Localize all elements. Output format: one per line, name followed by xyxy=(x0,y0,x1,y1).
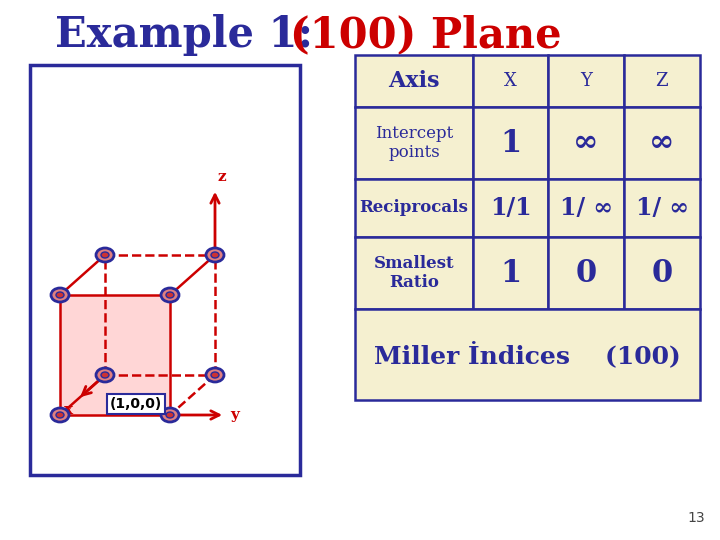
Text: 13: 13 xyxy=(688,511,705,525)
Text: x: x xyxy=(64,403,73,417)
Text: Smallest
Ratio: Smallest Ratio xyxy=(374,255,454,291)
Bar xyxy=(624,179,700,237)
Ellipse shape xyxy=(56,412,64,418)
Ellipse shape xyxy=(206,248,224,262)
Bar xyxy=(548,179,624,237)
Text: Reciprocals: Reciprocals xyxy=(359,199,469,217)
Bar xyxy=(624,107,700,179)
Text: 1: 1 xyxy=(500,258,521,288)
Bar xyxy=(355,237,473,309)
Ellipse shape xyxy=(56,292,64,298)
Bar xyxy=(30,65,300,475)
Bar xyxy=(548,55,624,107)
Polygon shape xyxy=(60,295,170,415)
Ellipse shape xyxy=(51,408,69,422)
Text: Intercept
points: Intercept points xyxy=(375,125,453,161)
Bar xyxy=(624,237,700,309)
Text: 1: 1 xyxy=(500,127,521,159)
Text: 1/ ∞: 1/ ∞ xyxy=(636,196,688,220)
Text: Z: Z xyxy=(656,72,668,90)
Ellipse shape xyxy=(211,372,219,378)
Text: 0: 0 xyxy=(652,258,672,288)
Bar xyxy=(548,237,624,309)
Text: Miller İndices    (100): Miller İndices (100) xyxy=(374,341,681,368)
Ellipse shape xyxy=(161,408,179,422)
Text: 0: 0 xyxy=(575,258,597,288)
Ellipse shape xyxy=(96,248,114,262)
Text: ∞: ∞ xyxy=(573,127,599,159)
Ellipse shape xyxy=(206,368,224,382)
Bar xyxy=(548,107,624,179)
Bar xyxy=(473,237,548,309)
Ellipse shape xyxy=(51,288,69,302)
Text: X: X xyxy=(504,72,517,90)
Bar xyxy=(355,55,473,107)
Bar xyxy=(355,107,473,179)
Ellipse shape xyxy=(101,252,109,258)
Text: ∞: ∞ xyxy=(649,127,675,159)
Text: Example 1:: Example 1: xyxy=(55,14,328,56)
Text: Y: Y xyxy=(580,72,592,90)
Ellipse shape xyxy=(211,252,219,258)
Ellipse shape xyxy=(166,412,174,418)
Text: 1/1: 1/1 xyxy=(490,196,531,220)
Text: (1,0,0): (1,0,0) xyxy=(110,397,162,411)
Text: (100) Plane: (100) Plane xyxy=(290,14,562,56)
Text: z: z xyxy=(218,170,227,184)
Bar xyxy=(473,107,548,179)
Text: y: y xyxy=(230,408,239,422)
Text: Axis: Axis xyxy=(388,70,440,92)
Bar xyxy=(355,179,473,237)
Ellipse shape xyxy=(101,372,109,378)
Text: 1/ ∞: 1/ ∞ xyxy=(559,196,613,220)
Bar xyxy=(355,309,700,400)
Bar xyxy=(624,55,700,107)
Ellipse shape xyxy=(96,368,114,382)
Bar xyxy=(473,55,548,107)
Ellipse shape xyxy=(166,292,174,298)
Ellipse shape xyxy=(161,288,179,302)
Bar xyxy=(473,179,548,237)
